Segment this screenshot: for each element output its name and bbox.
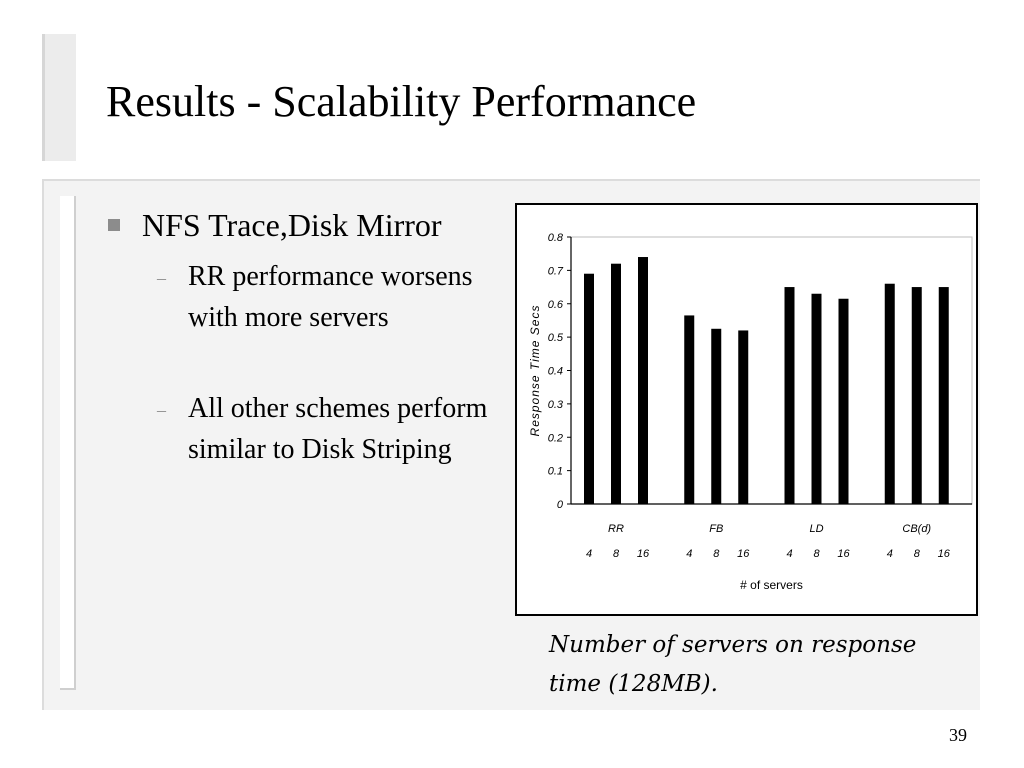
bar [584,273,594,504]
bullet-square-icon [108,219,120,231]
bar-chart: 0 0.1 0.2 0.3 0.4 0.5 0.6 0.7 0.8 Response Time S… [515,203,978,616]
x-category-label: 8 [914,548,921,560]
sub-bullet-text: All other schemes perform similar to Dis… [188,393,488,465]
sub-bullet-dash: – [157,268,166,288]
bar [911,287,922,504]
bar [838,298,849,504]
y-tick-label: 0.7 [548,265,564,277]
slide-title: Results - Scalability Performance [106,77,697,126]
bar [684,315,695,504]
y-tick-label: 0.8 [548,232,564,244]
bar [711,328,722,504]
y-tick-label: 0.3 [548,399,564,411]
y-tick-label: 0.4 [548,366,563,378]
x-group-label: LD [809,523,823,535]
bar [638,257,648,504]
bar [738,330,749,504]
x-category-label: 4 [686,548,692,560]
y-tick-label: 0.6 [548,299,564,311]
x-category-label: 8 [713,548,720,560]
y-tick-label: 0.1 [548,466,563,478]
bullet-text: NFS Trace,Disk Mirror [142,207,442,243]
y-tick-label: 0 [557,499,564,511]
x-category-label: 16 [938,548,951,560]
y-tick-label: 0.2 [548,432,563,444]
bar [784,287,795,504]
x-category-label: 4 [887,548,893,560]
y-tick-label: 0.5 [548,332,564,344]
figure-caption: Number of servers on response time (128M… [549,632,917,697]
x-group-label: CB(d) [902,523,931,535]
sub-bullet-dash: – [157,400,166,420]
x-category-label: 16 [637,548,650,560]
panel-accent-strip [60,196,76,690]
x-category-label: 8 [613,548,620,560]
sub-bullet-text: RR performance worsens with more servers [188,261,473,333]
x-axis-label: # of servers [740,578,803,592]
y-axis-label: Response Time Secs [528,305,542,437]
chart-svg: 0 0.1 0.2 0.3 0.4 0.5 0.6 0.7 0.8 Response Time S… [528,232,973,592]
x-category-label: 4 [786,548,792,560]
x-group-label: RR [608,523,624,535]
bar [611,263,621,504]
x-category-label: 16 [737,548,750,560]
title-accent-bar [42,34,76,161]
bar [884,283,895,504]
x-group-label: FB [709,523,723,535]
x-category-label: 4 [586,548,592,560]
x-category-label: 8 [813,548,820,560]
page-number: 39 [949,725,967,745]
bar [811,293,822,504]
x-category-label: 16 [837,548,850,560]
bar [938,287,949,504]
